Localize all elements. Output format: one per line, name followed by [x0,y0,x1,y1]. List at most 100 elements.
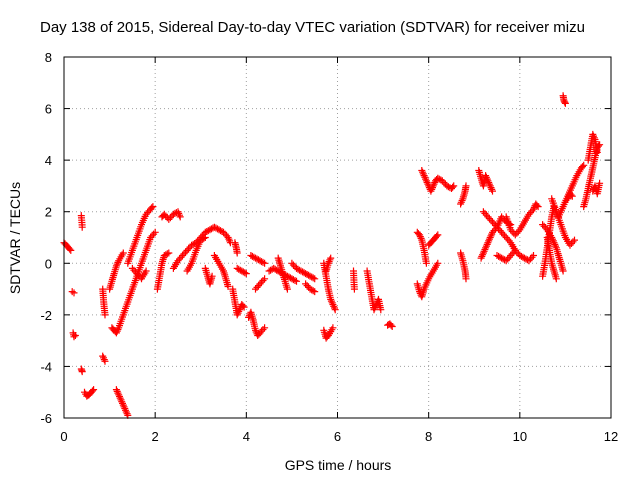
data-point [241,269,249,277]
data-point [259,326,267,333]
x-tick-label: 12 [604,429,618,444]
data-point [238,267,246,275]
data-point [492,222,499,229]
data-point [482,172,490,180]
data-point [258,327,265,335]
data-point [489,218,496,226]
data-point [114,389,122,397]
data-point [291,277,299,284]
data-point [487,232,495,240]
data-point [90,386,98,394]
y-tick-label: 4 [45,153,52,168]
data-point [165,249,173,257]
data-point [434,231,442,239]
data-point [485,179,493,186]
data-point [66,245,74,253]
x-tick-label: 2 [152,429,159,444]
data-point [261,275,269,283]
data-point [483,175,491,183]
data-point [115,391,123,399]
data-point [490,227,498,235]
data-point [561,99,569,107]
data-point [142,267,150,275]
data-point [579,163,586,171]
data-point [70,289,78,297]
data-point [116,394,124,402]
data-point [486,182,494,190]
data-point [590,134,598,142]
data-point [288,259,296,267]
data-point [443,182,451,190]
data-point [328,299,336,307]
data-point [564,195,572,203]
data-point [101,357,109,365]
data-point [259,258,267,266]
data-point [520,254,528,262]
grid [64,57,611,418]
data-point [201,234,209,241]
data-point [419,168,427,176]
data-point [160,252,168,259]
data-point [252,285,259,293]
data-point [596,179,604,187]
data-point [525,257,533,265]
data-point [539,221,547,229]
data-points [60,92,604,419]
data-point [160,210,168,218]
data-point [113,387,121,395]
data-point [435,175,443,183]
data-point [485,237,493,245]
data-point [308,286,316,294]
data-point [481,246,489,253]
data-point [101,311,109,319]
data-point [523,256,531,264]
data-point [89,387,96,395]
data-point [552,242,559,250]
data-point [534,203,542,211]
data-point [387,321,395,329]
data-point [485,180,493,188]
tick-labels: 0 2 4 6 8 10 12 -6 -4 -2 0 2 4 6 8 [40,50,618,444]
data-point [327,297,335,305]
data-point [596,141,604,149]
data-point [483,240,491,248]
data-point [449,183,457,191]
data-point [482,242,490,250]
data-point [112,329,120,337]
data-point [417,234,425,242]
data-point [434,259,442,267]
data-point [122,406,129,414]
data-point [252,254,259,262]
data-point [234,309,242,317]
data-point [589,130,597,138]
data-point [309,287,317,295]
data-point [477,254,485,262]
data-point [239,302,247,310]
data-point [188,241,196,249]
data-point [519,253,527,261]
data-point [430,180,438,188]
data-point [114,326,122,333]
data-point [568,240,575,247]
data-point [501,232,509,240]
data-point [514,228,522,235]
data-point [179,252,186,259]
data-point [148,204,156,212]
data-point [388,323,396,330]
data-point [208,272,216,280]
data-point [501,256,509,264]
data-point [118,398,126,406]
data-point [296,266,303,274]
data-point [258,258,265,266]
data-point [185,245,193,253]
y-axis-title: SDTVAR / TECUs [7,182,23,294]
data-point [225,235,233,243]
y-tick-label: 6 [45,102,52,117]
data-point [569,238,577,246]
data-point [215,226,223,234]
data-point [429,182,437,190]
data-point [151,228,159,236]
data-point [550,239,558,247]
data-point [457,200,465,208]
data-point [326,256,334,264]
